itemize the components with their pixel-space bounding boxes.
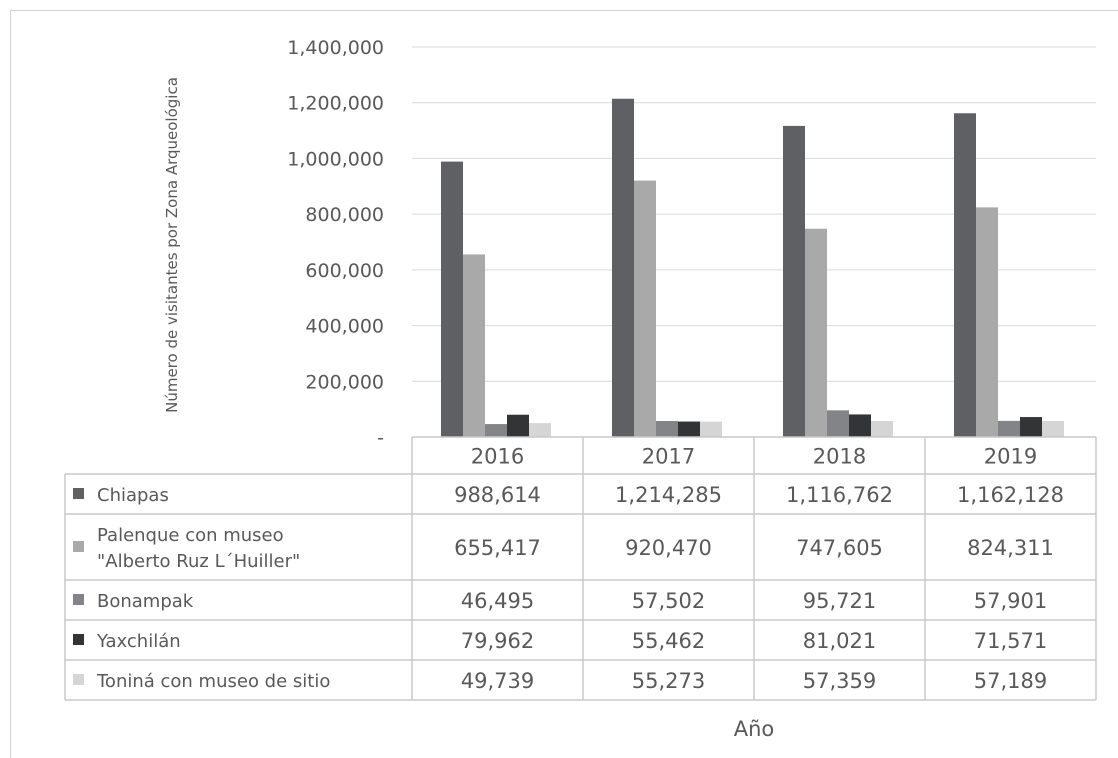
legend-label: Palenque con museo — [97, 525, 284, 546]
data-label: 824,311 — [967, 536, 1054, 560]
data-label: 655,417 — [454, 536, 541, 560]
data-label: 79,962 — [461, 629, 534, 653]
bar — [507, 414, 529, 437]
data-label: 71,571 — [974, 629, 1047, 653]
data-label: 49,739 — [461, 669, 534, 693]
legend-key — [73, 488, 84, 499]
y-tick-label: 1,200,000 — [287, 93, 384, 115]
data-label: 1,116,762 — [786, 483, 893, 507]
data-label: 57,901 — [974, 589, 1047, 613]
legend-label: Bonampak — [97, 591, 194, 612]
bar — [783, 125, 805, 438]
x-tick-label: 2018 — [813, 445, 866, 469]
legend-label: Toniná con museo de sitio — [96, 671, 330, 692]
bar — [1020, 417, 1042, 437]
bar — [871, 421, 893, 437]
x-tick-label: 2016 — [471, 445, 524, 469]
bar — [998, 420, 1020, 437]
y-tick-label: - — [377, 427, 384, 449]
data-label: 1,214,285 — [615, 483, 722, 507]
legend-label: Yaxchilán — [96, 631, 181, 652]
data-label: 55,273 — [632, 669, 705, 693]
data-label: 920,470 — [625, 536, 712, 560]
data-label: 747,605 — [796, 536, 883, 560]
y-tick-label: 600,000 — [305, 260, 384, 282]
bar — [805, 228, 827, 437]
bar — [678, 421, 700, 437]
data-label: 988,614 — [454, 483, 541, 507]
data-label: 46,495 — [461, 589, 534, 613]
legend-key — [73, 674, 84, 685]
x-tick-label: 2019 — [984, 445, 1037, 469]
legend-label: Chiapas — [97, 485, 169, 506]
bar — [700, 421, 722, 437]
data-label: 95,721 — [803, 589, 876, 613]
data-label: 81,021 — [803, 629, 876, 653]
legend-key — [73, 594, 84, 605]
y-tick-label: 200,000 — [305, 371, 384, 393]
data-label: 1,162,128 — [957, 483, 1064, 507]
legend-key — [73, 541, 84, 552]
legend-label: "Alberto Ruz L´Huiller" — [97, 551, 300, 572]
data-label: 57,502 — [632, 589, 705, 613]
bar — [529, 423, 551, 437]
bar — [612, 98, 634, 437]
y-axis-title: Número de visitantes por Zona Arqueológi… — [163, 77, 181, 413]
y-tick-label: 1,000,000 — [287, 148, 384, 170]
bar — [485, 424, 507, 437]
x-tick-label: 2017 — [642, 445, 695, 469]
y-tick-label: 1,400,000 — [287, 37, 384, 59]
bar — [976, 207, 998, 437]
y-tick-label: 800,000 — [305, 204, 384, 226]
bar — [634, 180, 656, 437]
y-tick-label: 400,000 — [305, 316, 384, 338]
bar — [849, 414, 871, 437]
bar — [954, 113, 976, 437]
data-label: 57,359 — [803, 669, 876, 693]
bar — [441, 161, 463, 437]
data-label: 57,189 — [974, 669, 1047, 693]
bar — [1042, 421, 1064, 437]
data-label: 55,462 — [632, 629, 705, 653]
x-axis-title: Año — [734, 717, 775, 741]
bar — [656, 420, 678, 437]
bar — [827, 410, 849, 437]
legend-key — [73, 634, 84, 645]
chart-frame — [10, 10, 1118, 758]
bar — [463, 254, 485, 437]
